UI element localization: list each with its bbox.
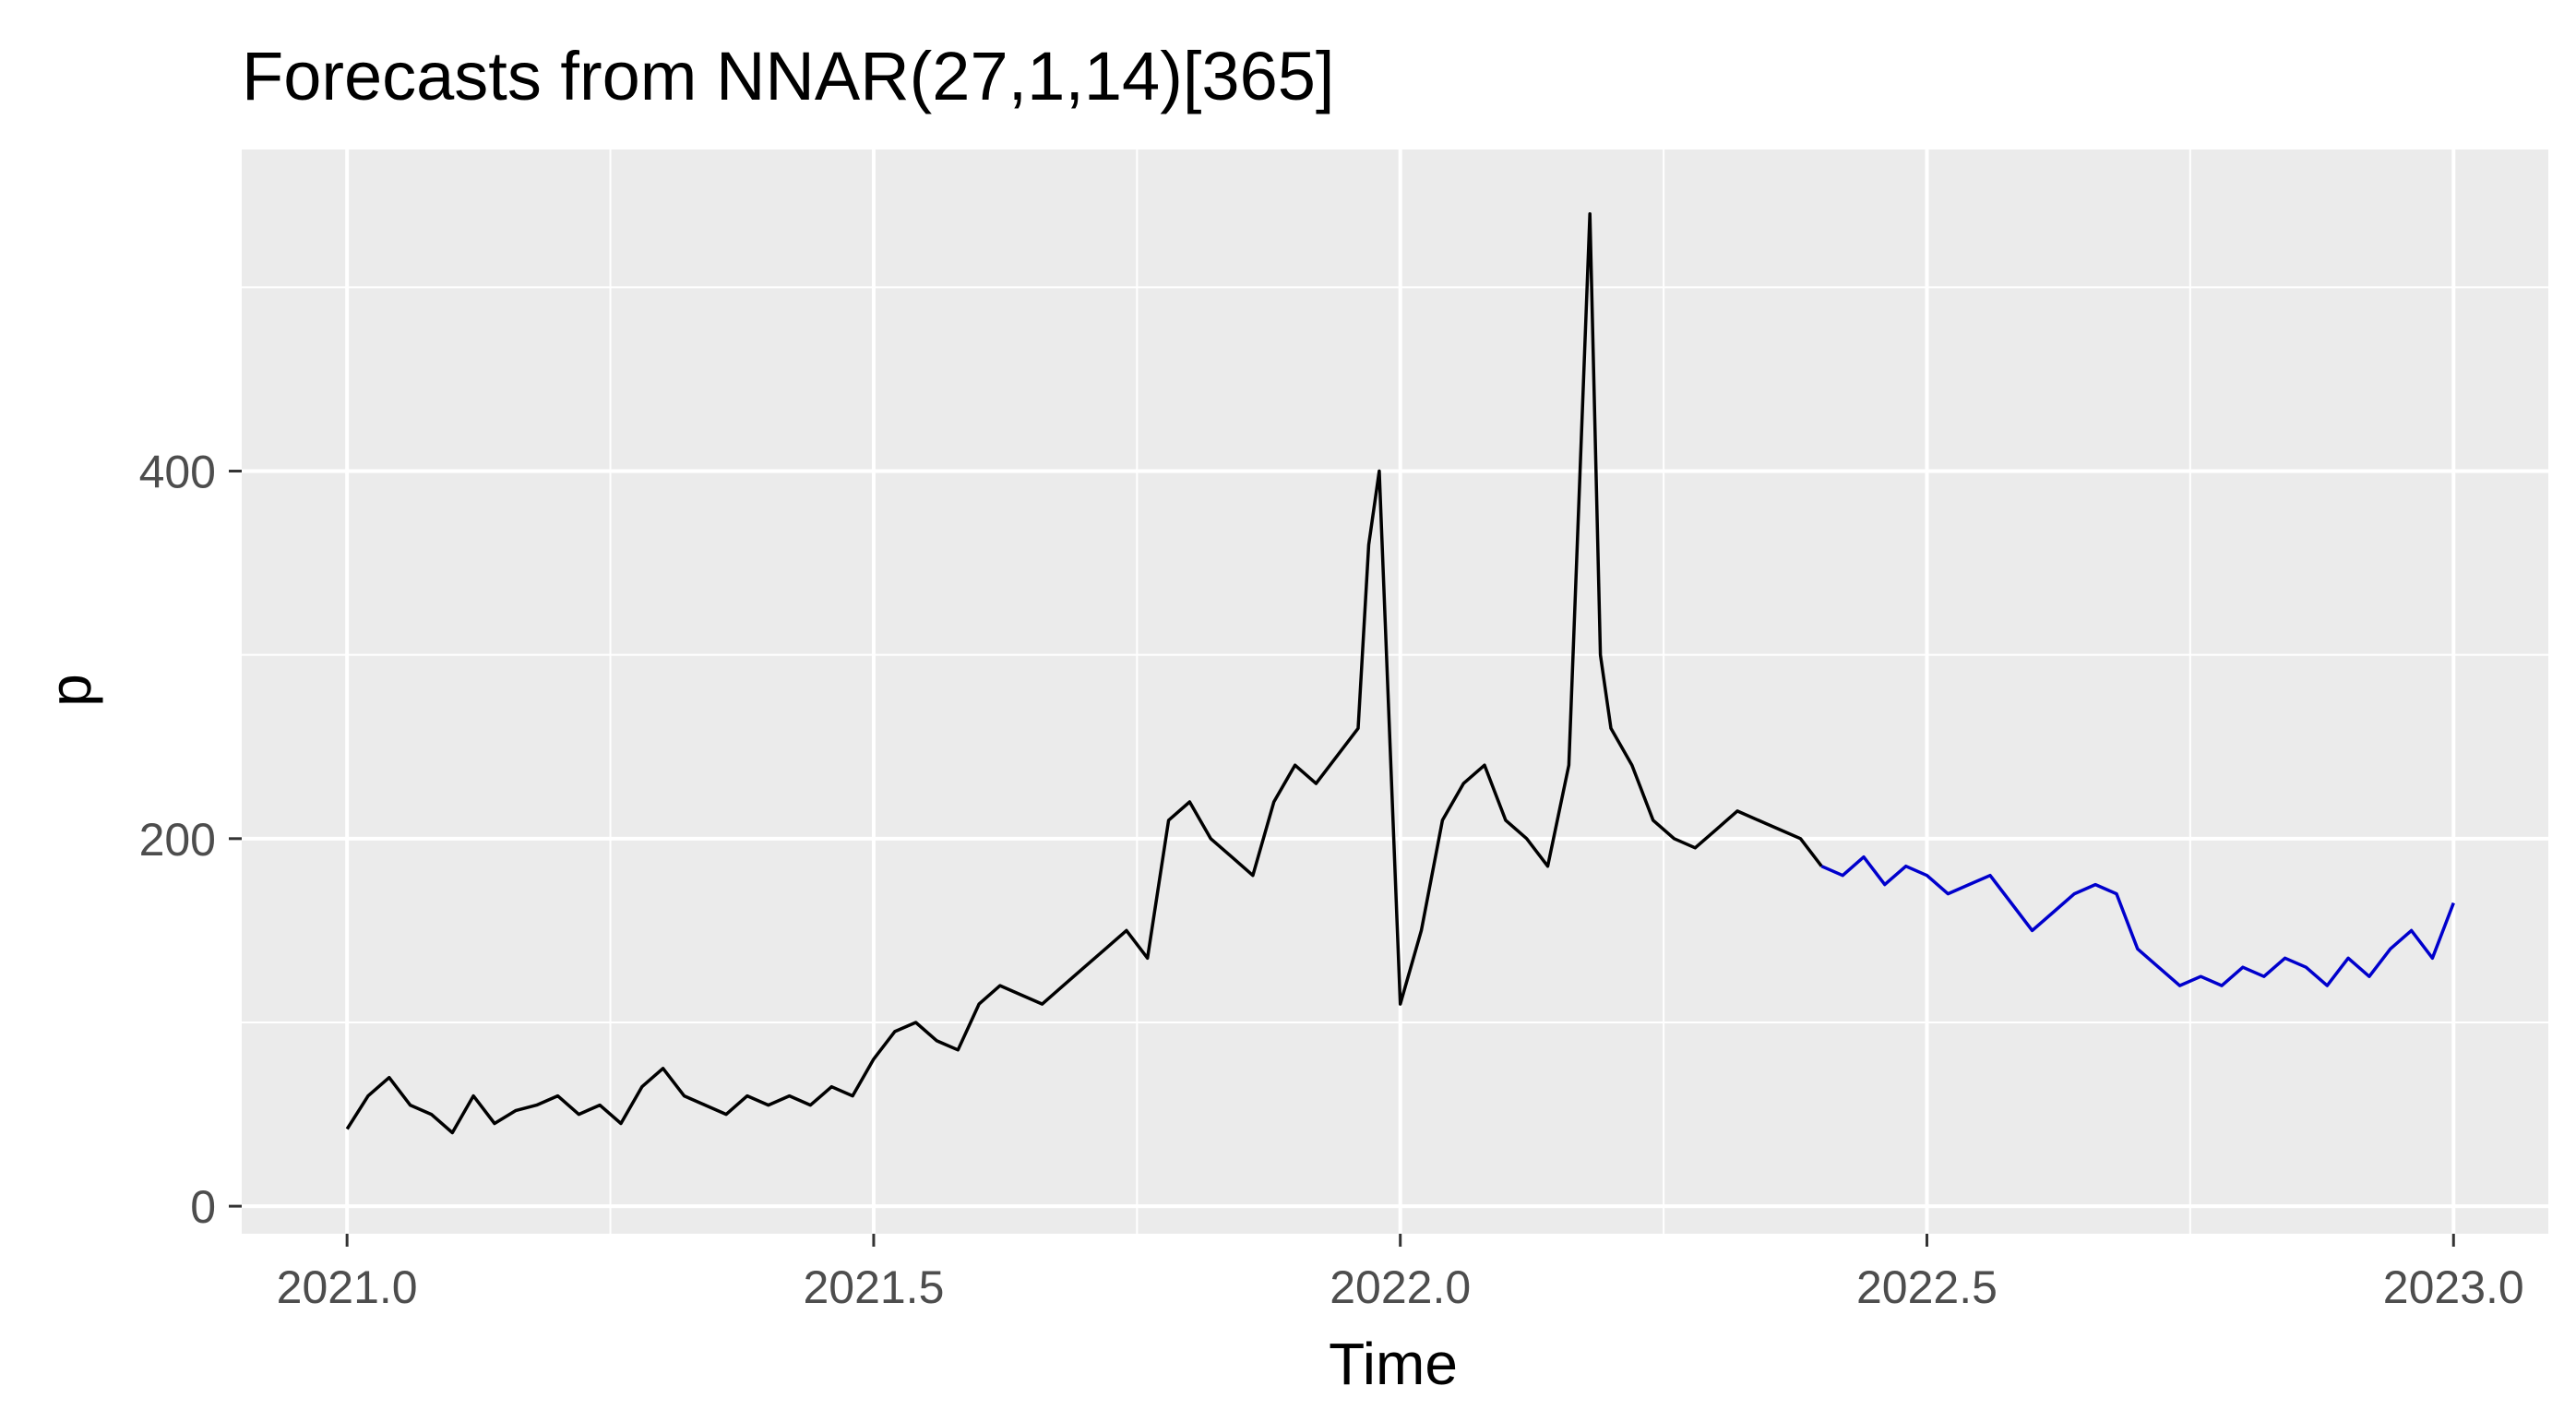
x-axis-label: Time bbox=[1329, 1331, 1458, 1397]
x-tick-label-4: 2023.0 bbox=[2383, 1261, 2524, 1313]
series-line-forecast bbox=[1820, 854, 2455, 987]
axis-ticks bbox=[229, 470, 2455, 1247]
y-tick-label-0: 0 bbox=[190, 1181, 216, 1233]
x-tick-labels: 2021.0 2021.5 2022.0 2022.5 2023.0 bbox=[277, 1261, 2524, 1313]
x-tick-label-2: 2022.0 bbox=[1330, 1261, 1471, 1313]
plot-panel bbox=[242, 149, 2548, 1234]
x-tick-label-1: 2021.5 bbox=[803, 1261, 944, 1313]
y-tick-labels: 0 200 400 bbox=[139, 447, 216, 1234]
y-tick-label-1: 200 bbox=[139, 814, 216, 866]
y-axis-label: p bbox=[37, 674, 103, 707]
x-tick-label-3: 2022.5 bbox=[1856, 1261, 1998, 1313]
series-layer bbox=[345, 211, 2455, 1135]
y-tick-label-2: 400 bbox=[139, 447, 216, 498]
chart-title: Forecasts from NNAR(27,1,14)[365] bbox=[242, 38, 1334, 114]
grid-minor bbox=[242, 149, 2548, 1234]
x-tick-label-0: 2021.0 bbox=[277, 1261, 418, 1313]
series-line-observed bbox=[345, 211, 1823, 1135]
